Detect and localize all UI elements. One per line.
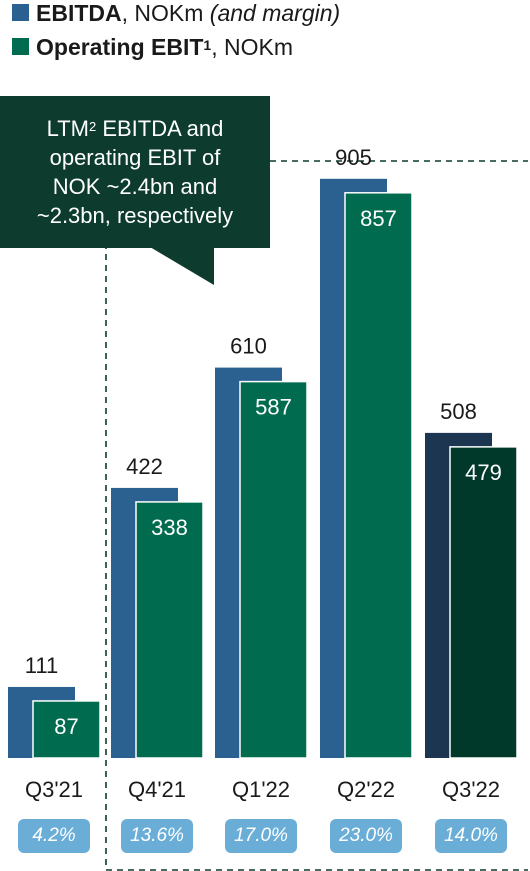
ltm-callout: LTM2 EBITDA and operating EBIT of NOK ~2… [0,96,270,248]
ebitda-value-label-1: 422 [126,454,163,479]
category-label-0: Q3'21 [24,777,84,802]
ebitda-swatch [12,4,29,21]
ebit-bar-2 [239,380,308,759]
margin-badge-1: 13.6% [121,819,193,853]
margin-badge-3: 23.0% [330,819,402,853]
ltm-dashed-bracket [105,160,528,871]
value-labels: 111 87 422 338 610 587 905 857 508 479 [25,145,502,739]
ebit-bar-0 [32,700,101,759]
ebit-bar-3 [344,192,413,759]
ebitda-value-label-0: 111 [25,653,58,678]
category-label-3: Q2'22 [336,777,396,802]
ebitda-value-label-2: 610 [230,334,267,359]
ebitda-value-label-3: 905 [335,145,372,170]
ebit-bar-1 [135,501,204,759]
ebit-value-label-4: 479 [465,460,502,485]
legend-ebit-text: Operating EBIT1, NOKm [36,34,293,60]
ebitda-value-label-4: 508 [440,399,477,424]
ltm-bracket-left-bottom [105,232,528,871]
category-label-2: Q1'22 [231,777,291,802]
margin-badge-4: 14.0% [435,819,507,853]
category-label-4: Q3'22 [441,777,501,802]
bars [8,178,518,759]
ebit-value-label-2: 587 [255,395,292,420]
legend-ebitda-text: EBITDA, NOKm (and margin) [36,0,341,26]
ebit-bar-4 [449,446,518,759]
category-label-1: Q4'21 [127,777,187,802]
ebit-value-label-1: 338 [151,515,188,540]
margin-badge-0: 4.2% [18,819,90,853]
ebit-swatch [12,38,29,55]
margin-badge-2: 17.0% [225,819,297,853]
ebit-value-label-3: 857 [360,206,397,231]
ebit-value-label-0: 87 [54,714,78,739]
